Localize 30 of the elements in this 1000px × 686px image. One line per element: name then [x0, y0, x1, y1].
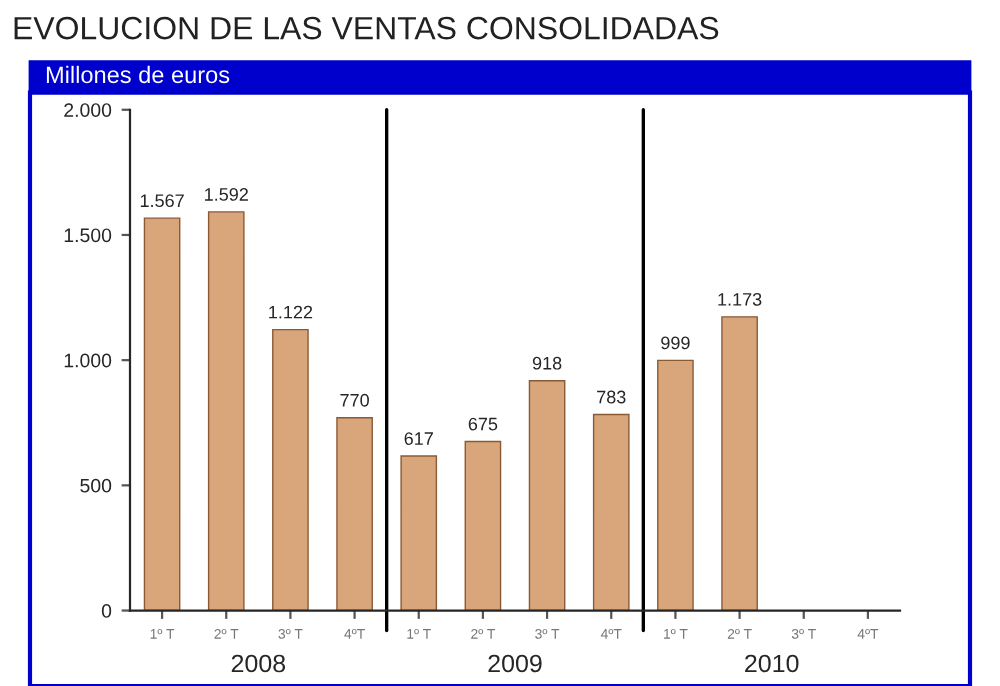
- data-label: 675: [468, 417, 498, 431]
- bar: [207, 211, 245, 611]
- data-label: 783: [597, 390, 626, 404]
- data-label: 1.592: [205, 188, 248, 201]
- text: 2009: [488, 654, 542, 673]
- text: 2010: [745, 654, 799, 673]
- bar: [464, 440, 502, 611]
- data-label: 617: [404, 432, 433, 445]
- y-tick-label: 2.000: [64, 103, 112, 117]
- data-label: 918: [532, 356, 562, 370]
- data-label: 770: [340, 393, 369, 407]
- chart-title: EVOLUCION DE LAS VENTAS CONSOLIDADAS: [14, 16, 719, 40]
- text: 2008: [231, 654, 286, 673]
- data-label: 1.122: [269, 305, 313, 319]
- chart-subtitle: Millones de euros: [46, 65, 230, 84]
- y-tick-label: 500: [80, 478, 112, 493]
- y-tick-label: 1.500: [64, 228, 112, 243]
- data-label: 1.567: [140, 194, 184, 208]
- data-label: 999: [661, 336, 690, 350]
- bar: [143, 217, 181, 611]
- y-tick-label: 0: [101, 604, 112, 618]
- bar: [592, 413, 630, 611]
- y-tick-label: 1.000: [64, 353, 112, 368]
- bar: [528, 379, 566, 611]
- bar: [657, 359, 694, 611]
- data-label: 1.173: [718, 292, 762, 306]
- bar: [400, 455, 438, 611]
- bar: [336, 417, 373, 611]
- bar: [721, 316, 758, 611]
- bar: [272, 328, 309, 611]
